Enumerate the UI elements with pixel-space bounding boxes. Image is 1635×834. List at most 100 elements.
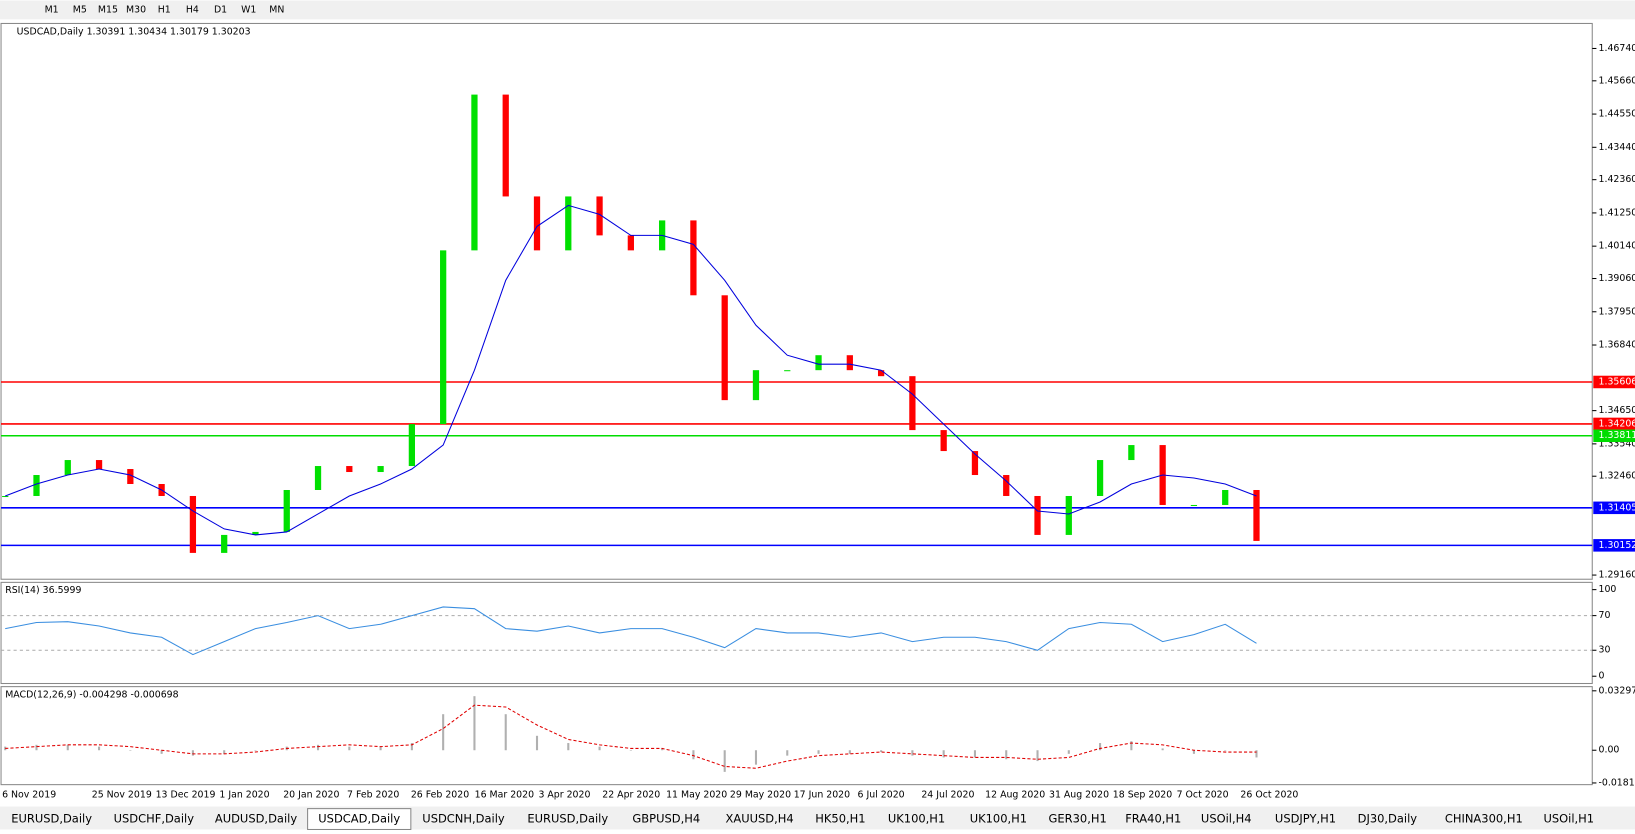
level-tag (1593, 539, 1635, 552)
x-tick-label: 11 May 2020 (666, 790, 727, 801)
candle (909, 376, 916, 431)
y-tick-label: 0.032972 (1599, 685, 1635, 696)
tab[interactable]: USOil,H1 (1543, 812, 1594, 826)
macd-bar (1192, 750, 1195, 754)
tab[interactable]: USDCHF,Daily (114, 812, 195, 826)
timeframe-button[interactable]: M5 (73, 4, 87, 15)
macd-bar (410, 743, 413, 751)
level-tag (1593, 429, 1635, 443)
tab[interactable]: UK100,H1 (970, 812, 1027, 826)
x-tick-label: 24 Jul 2020 (921, 790, 974, 801)
tab[interactable]: USDJPY,H1 (1275, 812, 1336, 826)
timeframe-button[interactable]: M15 (98, 4, 118, 15)
macd-bar (598, 746, 601, 751)
macd-bar (567, 743, 570, 751)
y-tick-label: 70 (1599, 610, 1611, 621)
tab[interactable]: USDCAD,Daily (318, 812, 400, 826)
candle (721, 295, 728, 401)
y-tick-label: 1.43440 (1599, 142, 1635, 153)
x-tick-label: 26 Feb 2020 (411, 790, 469, 801)
tab[interactable]: CHINA300,H1 (1445, 812, 1523, 826)
tab[interactable]: FRA40,H1 (1125, 812, 1181, 826)
candle (314, 466, 322, 490)
y-tick-label: 1.29160 (1599, 570, 1635, 581)
tab[interactable]: HK50,H1 (815, 812, 865, 826)
tab[interactable]: AUDUSD,Daily (215, 812, 297, 826)
candle (377, 466, 384, 473)
panel-title: MACD(12,26,9) -0.004298 -0.000698 (5, 689, 178, 700)
timeframe-button[interactable]: H4 (186, 4, 199, 15)
macd-bar (35, 744, 38, 751)
timeframe-button[interactable]: M1 (45, 4, 59, 15)
candle (752, 370, 760, 401)
macd-bar (661, 748, 664, 751)
timeframe-button[interactable]: M30 (126, 4, 146, 15)
tab[interactable]: USDCNH,Daily (422, 812, 505, 826)
macd-bar (754, 750, 758, 765)
level-label: 1.33811 (1599, 430, 1635, 441)
macd-bar (911, 750, 914, 756)
timeframe-button[interactable]: W1 (241, 4, 256, 15)
candle (189, 495, 197, 553)
tab[interactable]: EURUSD,Daily (527, 812, 608, 826)
x-tick-label: 6 Jul 2020 (858, 790, 905, 801)
macd-bar (723, 750, 726, 772)
candle (815, 355, 822, 371)
candle (283, 489, 290, 532)
main-panel (0, 22, 1593, 580)
macd-bar (1067, 750, 1070, 754)
tab[interactable]: GER30,H1 (1049, 812, 1107, 826)
x-tick-label: 29 May 2020 (730, 790, 791, 801)
y-tick-label: 1.46740 (1599, 43, 1635, 54)
level-label: 1.35606 (1599, 376, 1635, 387)
rsi-line (5, 606, 1257, 656)
macd-bar (880, 750, 883, 753)
macd-bar (973, 750, 976, 758)
tab[interactable]: UK100,H1 (888, 812, 945, 826)
candle (252, 531, 259, 535)
candle (471, 94, 478, 251)
candle (627, 235, 634, 251)
x-tick-label: 31 Aug 2020 (1049, 790, 1109, 801)
x-tick-label: 17 Jun 2020 (794, 790, 850, 801)
macd-bar (316, 744, 320, 751)
y-tick-label: 30 (1599, 645, 1611, 656)
macd-bar (692, 750, 695, 760)
macd-bar (442, 714, 445, 751)
tab[interactable]: GBPUSD,H4 (632, 812, 700, 826)
tab[interactable]: USOil,H4 (1201, 812, 1252, 826)
timeframe-button[interactable]: MN (269, 4, 284, 15)
x-tick-label: 25 Nov 2019 (92, 790, 152, 801)
candle (596, 196, 603, 236)
rsi-panel (0, 581, 1593, 685)
x-tick-label: 3 Apr 2020 (538, 790, 590, 801)
y-tick-label: 0.00 (1599, 745, 1620, 756)
signal-line (5, 704, 1257, 769)
active-tab (307, 808, 412, 831)
macd-bar (817, 750, 820, 754)
candle (877, 370, 885, 377)
x-tick-label: 7 Feb 2020 (347, 790, 399, 801)
y-tick-label: 1.40140 (1599, 241, 1635, 252)
moving-average (5, 204, 1257, 536)
macd-bar (473, 696, 476, 751)
timeframe-button[interactable]: D1 (214, 4, 227, 15)
timeframe-button[interactable]: H1 (158, 4, 171, 15)
candle (1065, 495, 1072, 535)
tab[interactable]: XAUUSD,H4 (726, 812, 794, 826)
x-tick-label: 6 Nov 2019 (2, 790, 56, 801)
tab[interactable]: DJ30,Daily (1358, 812, 1418, 826)
macd-bar (1036, 750, 1039, 762)
x-tick-label: 26 Oct 2020 (1240, 790, 1298, 801)
macd-bar (191, 750, 194, 756)
x-tick-label: 18 Sep 2020 (1113, 790, 1172, 801)
candle (1253, 489, 1260, 541)
x-tick-label: 20 Jan 2020 (283, 790, 339, 801)
y-tick-label: 1.32460 (1599, 471, 1635, 482)
tab[interactable]: EURUSD,Daily (11, 812, 92, 826)
level-tag (1593, 501, 1635, 515)
candle (784, 370, 791, 372)
candle (971, 451, 979, 476)
